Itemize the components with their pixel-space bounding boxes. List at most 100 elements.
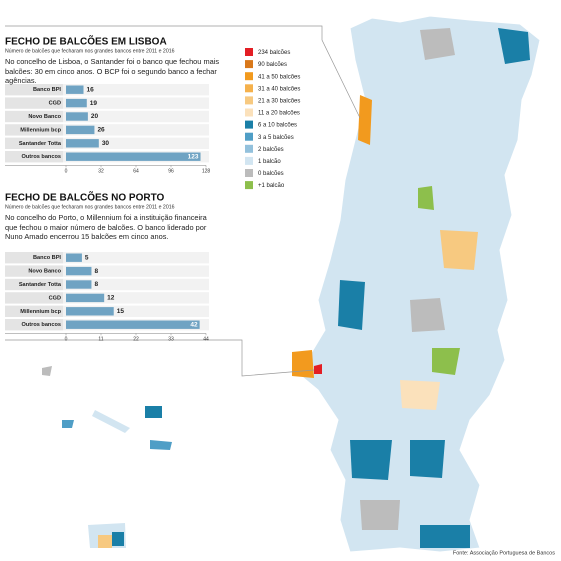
bar: [66, 125, 95, 135]
value-label: 8: [94, 268, 98, 275]
row-bg: [63, 84, 209, 96]
label-cell: [5, 124, 63, 136]
legend-label: 234 balcões: [258, 50, 290, 56]
row-bg: [63, 292, 209, 304]
value-label: 42: [190, 321, 198, 328]
island: [92, 410, 130, 433]
label-cell: [5, 84, 63, 96]
legend: 234 balcões 90 balcões 41 a 50 balcões 31 a…: [245, 48, 300, 189]
value-label: 15: [117, 308, 125, 315]
row-bg: [63, 97, 209, 109]
x-tick-label: 32: [98, 169, 104, 175]
x-tick-label: 0: [65, 169, 68, 175]
region: [420, 525, 470, 548]
legend-label: 6 a 10 balcões: [258, 123, 297, 129]
category-label: CGD: [49, 101, 61, 107]
legend-swatch: [245, 60, 253, 69]
row-bg: [63, 137, 209, 149]
connector-line: [5, 339, 315, 377]
category-label: Santander Totta: [19, 282, 62, 288]
value-label: 26: [97, 127, 105, 134]
region: [498, 28, 530, 64]
value-label: 16: [87, 86, 95, 93]
region: [360, 500, 400, 530]
description: No concelho de Lisboa, o Santander foi o…: [5, 57, 220, 86]
category-label: Santander Totta: [19, 141, 62, 147]
bar: [66, 266, 92, 276]
value-label: 5: [85, 254, 89, 261]
bar: [66, 139, 99, 148]
legend-label: 11 a 20 balcões: [258, 111, 300, 117]
row-bg: [63, 278, 209, 291]
row-bg: [63, 110, 209, 123]
region: [432, 348, 460, 375]
map: [5, 15, 541, 553]
category-label: Outros bancos: [22, 322, 61, 328]
bar: [66, 152, 201, 161]
legend-swatch: [245, 48, 253, 56]
region: [410, 298, 445, 332]
legend-swatch: [245, 96, 253, 105]
connector-line: [5, 25, 361, 119]
legend-swatch: [245, 169, 253, 177]
legend-swatch: [245, 156, 253, 165]
value-label: 20: [91, 113, 99, 120]
legend-label: 2 balcões: [258, 147, 284, 153]
region: [358, 95, 372, 145]
label-cell: [5, 319, 63, 331]
category-label: Novo Banco: [28, 269, 61, 275]
row-bg: [63, 252, 209, 264]
x-tick-label: 44: [203, 337, 209, 343]
bar: [66, 85, 84, 94]
legend-label: 1 balcão: [258, 159, 281, 165]
legend-label: 3 a 5 balcões: [258, 135, 294, 141]
x-tick-label: 0: [65, 337, 68, 343]
region: [314, 364, 322, 374]
legend-swatch: [245, 132, 253, 141]
x-tick-label: 96: [168, 169, 174, 175]
x-tick-label: 33: [168, 337, 174, 343]
x-tick-label: 128: [202, 169, 211, 175]
island: [42, 366, 52, 376]
chart-subtitle: Número de balcões que fecharam nos grand…: [5, 204, 175, 210]
bar: [66, 320, 200, 329]
x-tick-label: 64: [133, 169, 139, 175]
label-cell: [5, 110, 63, 123]
value-label: 19: [90, 100, 98, 107]
island: [98, 535, 112, 548]
chart-title: FECHO DE BALCÕES EM LISBOA: [5, 35, 167, 48]
region: [338, 280, 365, 330]
region: [420, 28, 455, 60]
category-label: Banco BPI: [33, 87, 61, 93]
bar: [66, 253, 82, 262]
source: Fonte: Associação Portuguesa de Bancos: [453, 550, 555, 556]
label-cell: [5, 97, 63, 109]
region: [400, 380, 440, 410]
value-label: 12: [107, 295, 115, 302]
region: [292, 350, 314, 378]
chart-title: FECHO DE BALCÕES NO PORTO: [5, 191, 164, 204]
island: [62, 420, 74, 428]
legend-swatch: [245, 72, 253, 81]
value-label: 8: [94, 281, 98, 288]
region: [440, 230, 478, 270]
category-label: Millennium bcp: [20, 127, 61, 133]
legend-swatch: [245, 120, 253, 129]
island: [112, 532, 124, 546]
bar: [66, 280, 92, 289]
label-cell: [5, 137, 63, 149]
description: No concelho do Porto, o Millennium foi a…: [5, 213, 207, 242]
bar: [66, 112, 88, 121]
region: [418, 186, 434, 210]
island: [150, 440, 172, 450]
bar: [66, 307, 114, 316]
island: [145, 406, 162, 418]
legend-label: 90 balcões: [258, 62, 287, 68]
row-bg: [63, 124, 209, 136]
row-bg: [63, 265, 209, 277]
region: [410, 440, 445, 478]
legend-swatch: [245, 108, 253, 117]
category-label: Banco BPI: [33, 255, 61, 261]
